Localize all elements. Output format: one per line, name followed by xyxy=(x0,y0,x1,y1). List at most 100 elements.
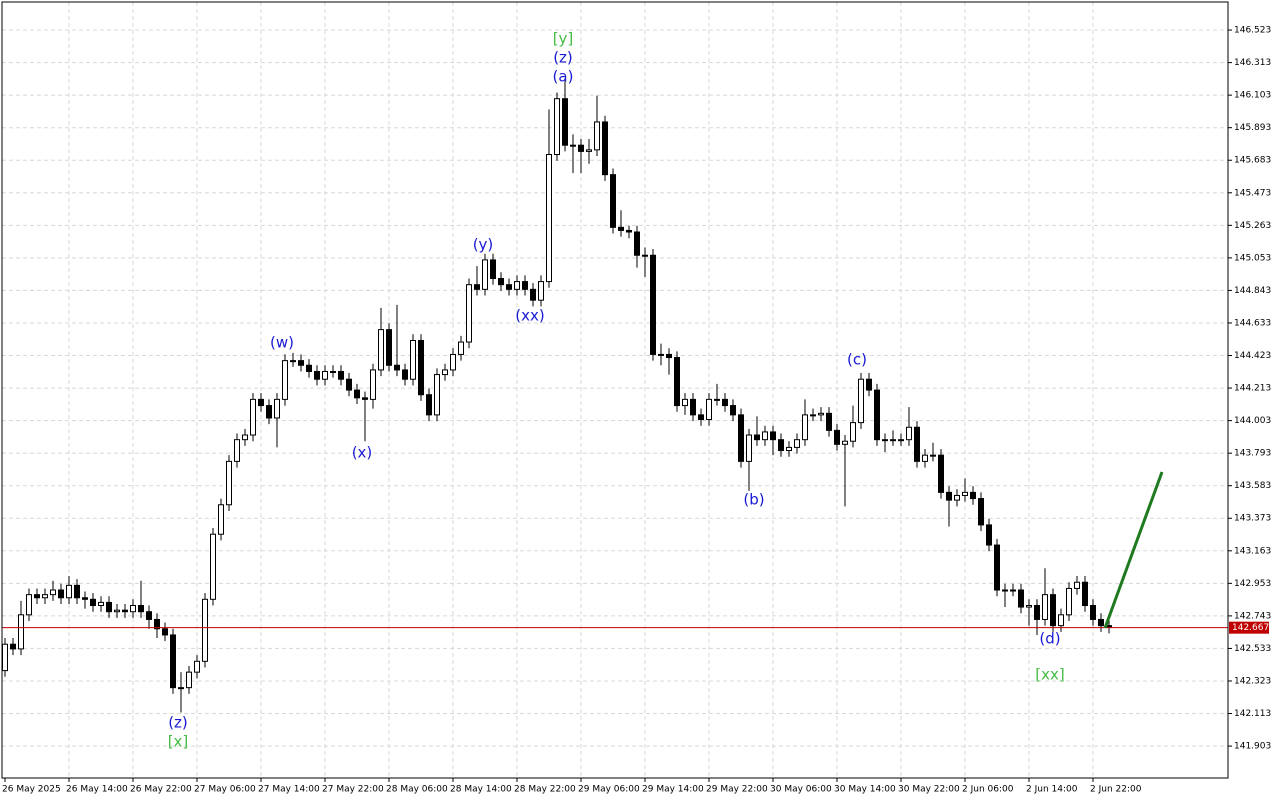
y-tick-label: 142.113 xyxy=(1234,709,1271,719)
labels: 146.523 146.313 146.103 145.893 145.683 145.4… xyxy=(2,26,1271,795)
candle-body xyxy=(866,378,872,391)
candle-body xyxy=(770,431,776,441)
candle-body xyxy=(114,609,120,613)
x-tick-label: 2 Jun 14:00 xyxy=(1026,785,1078,795)
grid xyxy=(2,2,1228,778)
wave-label: (xx) xyxy=(515,307,544,325)
candle-body xyxy=(546,154,552,283)
candle-body xyxy=(466,284,472,343)
candle-body xyxy=(442,369,448,376)
candle-body xyxy=(330,370,336,373)
x-tick-label: 28 May 22:00 xyxy=(514,785,576,795)
x-tick-label: 27 May 22:00 xyxy=(322,785,384,795)
candle-body xyxy=(410,339,416,380)
candle-body xyxy=(514,281,520,290)
current-price-label: 142.667 xyxy=(1232,623,1269,633)
candle-body xyxy=(58,589,64,599)
candle-body xyxy=(370,369,376,400)
candle-body xyxy=(618,226,624,231)
candle-body xyxy=(178,687,184,690)
wave-label: (z) xyxy=(553,49,573,67)
x-tick-label: 29 May 22:00 xyxy=(706,785,768,795)
x-tick-label: 27 May 06:00 xyxy=(194,785,256,795)
candle-body xyxy=(290,360,296,363)
candle-body xyxy=(922,454,928,462)
y-tick-label: 142.323 xyxy=(1234,676,1271,686)
candle-body xyxy=(810,414,816,417)
wave-label: (c) xyxy=(847,351,867,369)
wave-label: [y] xyxy=(553,30,574,48)
y-tick-label: 144.633 xyxy=(1234,318,1271,328)
y-tick-label: 143.163 xyxy=(1234,546,1271,556)
candle-body xyxy=(722,398,728,407)
wave-label: [xx] xyxy=(1035,666,1064,684)
candle-body xyxy=(434,374,440,416)
y-tick-label: 142.953 xyxy=(1234,579,1271,589)
candle-body xyxy=(802,414,808,441)
candle-body xyxy=(642,254,648,257)
candle-body xyxy=(1042,594,1048,620)
candle-body xyxy=(826,412,832,431)
candle-body xyxy=(778,439,784,452)
y-tick-label: 144.003 xyxy=(1234,416,1271,426)
candle-body xyxy=(970,491,976,500)
candle-body xyxy=(954,494,960,501)
y-tick-label: 145.053 xyxy=(1234,253,1271,263)
candle-body xyxy=(42,594,48,599)
y-tick-label: 145.473 xyxy=(1234,188,1271,198)
candle-body xyxy=(1066,587,1072,616)
x-tick-label: 28 May 06:00 xyxy=(386,785,448,795)
candle-body xyxy=(202,598,208,662)
candle-body xyxy=(842,440,848,445)
candle-body xyxy=(634,231,640,256)
candle-body xyxy=(18,614,24,650)
candle-body xyxy=(706,398,712,421)
candle-body xyxy=(394,364,400,371)
y-tick-label: 146.523 xyxy=(1234,26,1271,36)
candle-body xyxy=(978,498,984,526)
candle-body xyxy=(106,601,112,613)
candle-body xyxy=(562,98,568,146)
candle-body xyxy=(490,259,496,279)
candle-body xyxy=(818,412,824,416)
candle-body xyxy=(498,277,504,286)
candle-body xyxy=(946,491,952,501)
y-tick-label: 146.103 xyxy=(1234,91,1271,101)
candle-body xyxy=(242,434,248,441)
current-price-box xyxy=(1229,621,1269,634)
candle-body xyxy=(570,144,576,147)
candle-body xyxy=(714,398,720,401)
candle-body xyxy=(146,611,152,620)
candle-body xyxy=(858,378,864,424)
candle-body xyxy=(170,634,176,689)
candle-body xyxy=(162,628,168,636)
y-tick-label: 144.423 xyxy=(1234,351,1271,361)
candle-body xyxy=(962,491,968,496)
candle-body xyxy=(346,378,352,391)
x-tick-label: 2 Jun 06:00 xyxy=(962,785,1014,795)
plot-frame xyxy=(1,1,1229,779)
candle-body xyxy=(730,405,736,416)
candle-body xyxy=(578,144,584,152)
x-tick-label: 26 May 14:00 xyxy=(66,785,128,795)
y-tick-label: 143.793 xyxy=(1234,449,1271,459)
candle-body xyxy=(1074,581,1080,589)
candle-body xyxy=(890,439,896,442)
candle-body xyxy=(474,284,480,290)
candle-body xyxy=(378,329,384,371)
wave-label: (y) xyxy=(473,236,494,254)
candle-body xyxy=(1018,589,1024,608)
y-tick-label: 142.743 xyxy=(1234,611,1271,621)
candle-body xyxy=(154,618,160,630)
candle-body xyxy=(282,360,288,400)
candle-body xyxy=(362,397,368,400)
candle-body xyxy=(1090,605,1096,620)
x-tick-label: 30 May 06:00 xyxy=(770,785,832,795)
candle-body xyxy=(906,426,912,441)
candle-body xyxy=(650,254,656,355)
y-tick-label: 144.843 xyxy=(1234,286,1271,296)
candle-body xyxy=(698,414,704,421)
candle-body xyxy=(506,284,512,290)
candle-body xyxy=(874,389,880,441)
